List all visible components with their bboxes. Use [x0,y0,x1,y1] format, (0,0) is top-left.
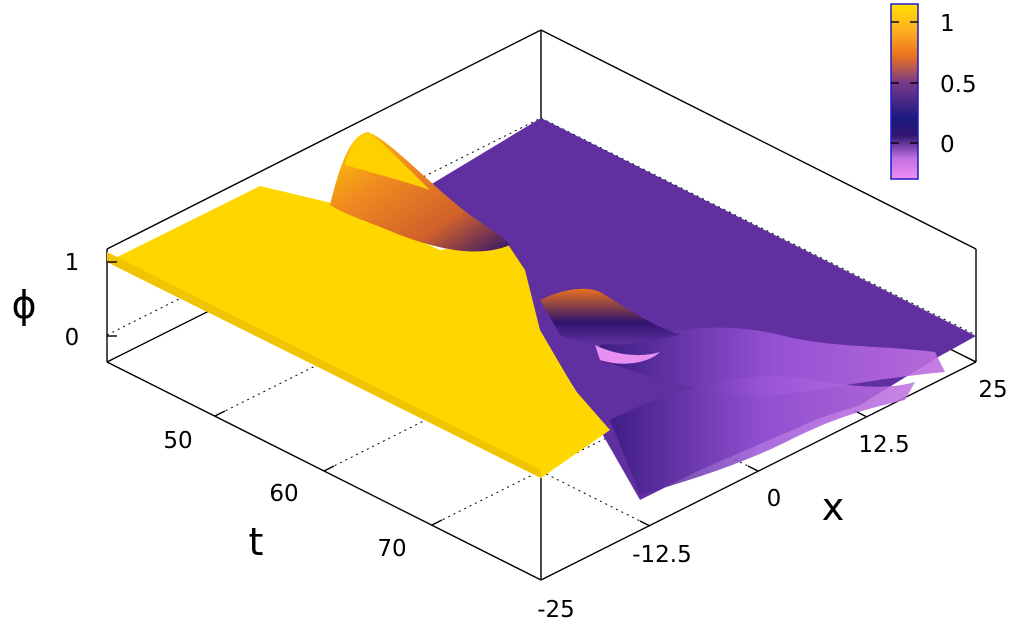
colorbar-tick-label: 0.5 [940,72,977,98]
surface-trough [595,345,660,364]
x-tick-label: 12.5 [858,432,909,458]
x-tick-label: -25 [537,597,575,623]
x-axis-label: x [822,485,845,529]
z-tick-label: 0 [65,325,80,351]
t-axis-label: t [249,520,264,564]
surface-wave-1 [600,327,945,396]
x-tick-label: 25 [978,377,1007,403]
t-tick-label: 50 [163,428,192,454]
x-tick-label: 0 [767,486,782,512]
surface-region-ordered [107,186,610,478]
x-axis: -25 -12.5 0 12.5 25 x [537,356,1008,623]
t-tick-label: 70 [377,536,406,562]
surface-bump [540,288,680,345]
surface-peak-highlight [345,132,430,190]
surface [107,118,976,500]
t-tick-label: 60 [269,481,298,507]
colorbar: 1 0.5 0 [890,3,977,180]
surface-region-ordered-edge [107,252,541,478]
z-axis: 1 0 ϕ [11,250,117,351]
x-tick-label: -12.5 [632,542,692,568]
t-axis: 50 60 70 t [163,410,443,564]
surface-wave-2 [610,376,915,495]
colorbar-tick-label: 1 [940,11,955,37]
colorbar-tick-label: 0 [940,132,955,158]
colorbar-gradient [890,3,919,180]
z-tick-label: 1 [65,250,80,276]
z-axis-label: ϕ [11,283,36,327]
